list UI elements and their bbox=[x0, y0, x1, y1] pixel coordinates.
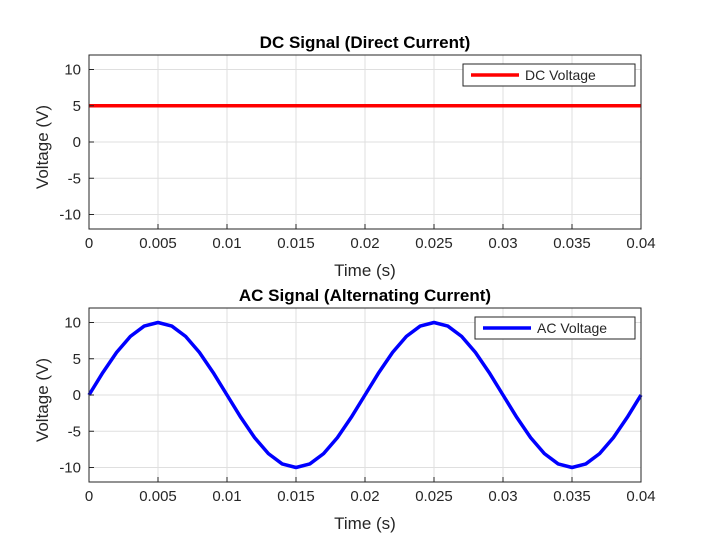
ac-legend: AC Voltage bbox=[474, 316, 636, 340]
ac-legend-label-0: AC Voltage bbox=[537, 320, 607, 336]
ac-y-tick-label-1: -5 bbox=[68, 423, 81, 440]
ac-y-tick-label-3: 5 bbox=[73, 351, 81, 368]
dc-y-tick-label-3: 5 bbox=[73, 98, 81, 115]
ac-y-tick-label-2: 0 bbox=[73, 387, 81, 404]
ac-y-tick-label-0: -10 bbox=[59, 460, 81, 477]
dc-x-tick-label-7: 0.035 bbox=[553, 235, 591, 252]
ac-x-tick-label-1: 0.005 bbox=[139, 488, 177, 505]
dc-y-tick-label-0: -10 bbox=[59, 207, 81, 224]
dc-signal-panel: DC Signal (Direct Current) Time (s) Volt… bbox=[33, 33, 656, 280]
dc-y-tick-label-4: 10 bbox=[64, 62, 81, 79]
ac-x-tick-label-5: 0.025 bbox=[415, 488, 453, 505]
dc-x-tick-label-6: 0.03 bbox=[488, 235, 517, 252]
ac-legend-box bbox=[474, 316, 636, 340]
dc-x-tick-label-3: 0.015 bbox=[277, 235, 315, 252]
dc-x-tick-label-8: 0.04 bbox=[626, 235, 655, 252]
dc-x-axis-label: Time (s) bbox=[334, 261, 396, 280]
dc-x-tick-label-1: 0.005 bbox=[139, 235, 177, 252]
ac-x-tick-label-2: 0.01 bbox=[212, 488, 241, 505]
ac-x-tick-label-3: 0.015 bbox=[277, 488, 315, 505]
dc-legend: DC Voltage bbox=[462, 63, 636, 87]
dc-y-axis-label: Voltage (V) bbox=[33, 105, 52, 189]
dc-y-tick-label-1: -5 bbox=[68, 170, 81, 187]
ac-x-tick-label-0: 0 bbox=[85, 488, 93, 505]
ac-signal-panel: AC Signal (Alternating Current) Time (s)… bbox=[33, 286, 656, 533]
ac-chart-title: AC Signal (Alternating Current) bbox=[239, 286, 491, 305]
ac-y-tick-label-4: 10 bbox=[64, 315, 81, 332]
dc-legend-label-0: DC Voltage bbox=[525, 67, 596, 83]
ac-x-tick-label-4: 0.02 bbox=[350, 488, 379, 505]
ac-x-tick-label-8: 0.04 bbox=[626, 488, 655, 505]
dc-y-tick-label-2: 0 bbox=[73, 134, 81, 151]
dc-x-tick-label-5: 0.025 bbox=[415, 235, 453, 252]
dc-x-tick-label-4: 0.02 bbox=[350, 235, 379, 252]
ac-y-axis-label: Voltage (V) bbox=[33, 358, 52, 442]
dc-x-tick-label-0: 0 bbox=[85, 235, 93, 252]
ac-x-tick-label-7: 0.035 bbox=[553, 488, 591, 505]
dc-x-tick-label-2: 0.01 bbox=[212, 235, 241, 252]
dc-chart-title: DC Signal (Direct Current) bbox=[260, 33, 471, 52]
ac-x-axis-label: Time (s) bbox=[334, 514, 396, 533]
ac-x-tick-label-6: 0.03 bbox=[488, 488, 517, 505]
ac-series-line-0 bbox=[87, 320, 643, 470]
dc-legend-box bbox=[462, 63, 636, 87]
